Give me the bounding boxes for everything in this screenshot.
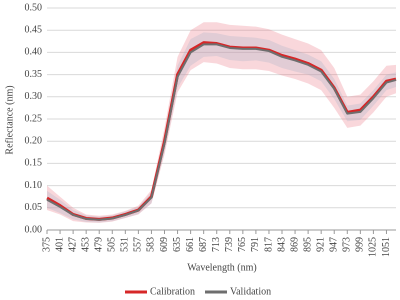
y-tick-label: 0.40 xyxy=(25,47,43,58)
x-tick-label: 427 xyxy=(67,237,78,252)
x-tick-label: 557 xyxy=(133,237,144,252)
y-tick-label: 0.00 xyxy=(25,224,43,235)
legend-label: Calibration xyxy=(150,286,195,297)
x-tick-label: 453 xyxy=(80,237,91,252)
legend: Calibration Validation xyxy=(125,286,271,297)
series-line xyxy=(46,43,397,221)
y-tick-label: 0.15 xyxy=(25,158,43,169)
y-tick-label: 0.10 xyxy=(25,180,43,191)
x-tick-label: 505 xyxy=(107,237,118,252)
band xyxy=(47,22,396,223)
x-tick-label: 765 xyxy=(237,237,248,252)
series-line xyxy=(46,41,397,221)
y-tick-label: 0.05 xyxy=(25,202,43,213)
x-tick-label: 791 xyxy=(250,237,261,252)
x-tick-label: 817 xyxy=(263,237,274,252)
x-tick-label: 999 xyxy=(355,237,366,252)
x-tick-label: 895 xyxy=(302,237,313,252)
y-tick-label: 0.50 xyxy=(25,2,43,13)
y-tick-label: 0.35 xyxy=(25,69,43,80)
x-tick-label: 921 xyxy=(315,237,326,252)
x-tick-label: 947 xyxy=(329,237,340,252)
x-tick-label: 1025 xyxy=(368,237,379,257)
x-tick-label: 661 xyxy=(185,237,196,252)
x-tick-label: 973 xyxy=(342,237,353,252)
x-tick-label: 609 xyxy=(159,237,170,252)
x-tick-label: 479 xyxy=(94,237,105,252)
x-tick-label: 375 xyxy=(41,237,52,252)
y-axis-label: Reflectance (nm) xyxy=(4,85,15,154)
x-tick-label: 869 xyxy=(289,237,300,252)
x-tick-label: 583 xyxy=(146,237,157,252)
legend-label: Validation xyxy=(230,286,271,297)
x-tick-label: 1051 xyxy=(381,237,392,257)
y-tick-label: 0.20 xyxy=(25,135,43,146)
y-tick-label: 0.30 xyxy=(25,91,43,102)
x-tick-label: 843 xyxy=(276,237,287,252)
y-tick-label: 0.25 xyxy=(25,113,43,124)
x-axis-label: Wavelength (nm) xyxy=(187,262,256,273)
y-tick-label: 0.45 xyxy=(25,24,43,35)
x-tick-label: 401 xyxy=(54,237,65,252)
x-tick-label: 531 xyxy=(120,237,131,252)
x-tick-label: 635 xyxy=(172,237,183,252)
x-tick-label: 713 xyxy=(211,237,222,252)
x-tick-label: 687 xyxy=(198,237,209,252)
x-tick-label: 739 xyxy=(224,237,235,252)
